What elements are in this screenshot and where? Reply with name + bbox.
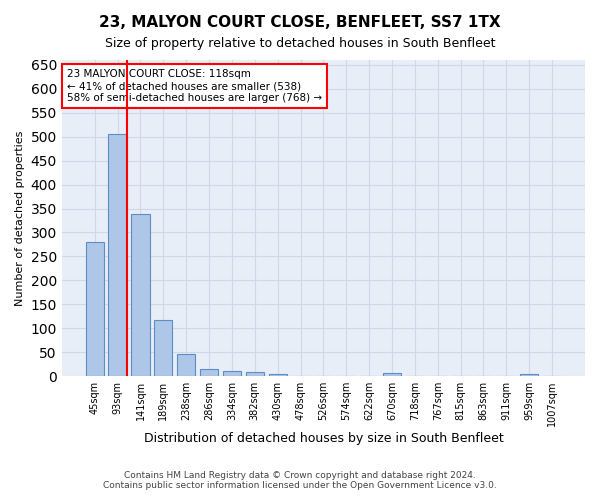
Text: 23 MALYON COURT CLOSE: 118sqm
← 41% of detached houses are smaller (538)
58% of : 23 MALYON COURT CLOSE: 118sqm ← 41% of d… bbox=[67, 70, 322, 102]
Bar bbox=[200, 368, 218, 376]
Bar bbox=[86, 242, 104, 376]
Y-axis label: Number of detached properties: Number of detached properties bbox=[15, 130, 25, 306]
X-axis label: Distribution of detached houses by size in South Benfleet: Distribution of detached houses by size … bbox=[143, 432, 503, 445]
Text: Contains HM Land Registry data © Crown copyright and database right 2024.
Contai: Contains HM Land Registry data © Crown c… bbox=[103, 470, 497, 490]
Bar bbox=[223, 372, 241, 376]
Bar bbox=[177, 354, 196, 376]
Bar bbox=[383, 373, 401, 376]
Bar bbox=[154, 320, 172, 376]
Text: Size of property relative to detached houses in South Benfleet: Size of property relative to detached ho… bbox=[105, 38, 495, 51]
Text: 23, MALYON COURT CLOSE, BENFLEET, SS7 1TX: 23, MALYON COURT CLOSE, BENFLEET, SS7 1T… bbox=[99, 15, 501, 30]
Bar bbox=[131, 214, 149, 376]
Bar bbox=[245, 372, 264, 376]
Bar bbox=[520, 374, 538, 376]
Bar bbox=[109, 134, 127, 376]
Bar bbox=[269, 374, 287, 376]
